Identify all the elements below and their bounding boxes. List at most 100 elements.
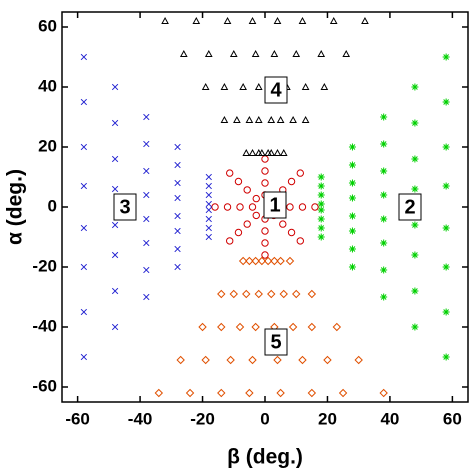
x-axis-title: β (deg.): [227, 446, 303, 469]
point: [348, 245, 356, 253]
point: [111, 155, 119, 163]
point: [307, 289, 317, 299]
point: [143, 191, 150, 199]
point: [317, 191, 325, 199]
point: [254, 115, 263, 123]
point: [263, 256, 273, 266]
point: [348, 227, 356, 235]
point: [276, 115, 285, 123]
point: [279, 289, 288, 299]
point: [411, 155, 419, 163]
point: [217, 388, 226, 398]
point: [226, 169, 234, 177]
point: [111, 83, 119, 91]
point: [261, 179, 269, 187]
point: [442, 182, 450, 190]
point: [320, 82, 329, 90]
annotation: 3: [119, 196, 130, 218]
point: [80, 53, 88, 61]
point: [270, 256, 279, 266]
point: [234, 228, 243, 237]
point: [217, 322, 226, 332]
point: [442, 53, 450, 61]
point: [317, 206, 325, 214]
point: [307, 322, 317, 332]
point: [317, 182, 325, 190]
point: [442, 98, 450, 106]
point: [205, 215, 212, 223]
point: [380, 239, 388, 247]
point: [261, 227, 269, 235]
point: [261, 239, 269, 247]
point: [248, 16, 257, 24]
point: [248, 148, 257, 156]
point: [332, 322, 342, 332]
point: [317, 200, 325, 208]
point: [296, 169, 304, 177]
point: [239, 82, 247, 90]
point: [348, 143, 356, 151]
point: [229, 49, 238, 57]
point: [111, 119, 119, 127]
point: [143, 113, 150, 121]
x-tick-label: 0: [260, 409, 269, 428]
point: [174, 161, 181, 169]
point: [289, 115, 297, 123]
point: [229, 289, 238, 299]
annotation: 2: [404, 196, 415, 218]
y-tick-label: -60: [32, 376, 57, 395]
annotation: 4: [270, 79, 282, 101]
point: [245, 115, 254, 123]
point: [236, 203, 244, 211]
x-tick-label: -20: [190, 409, 215, 428]
point: [379, 388, 388, 398]
point: [80, 224, 88, 232]
point: [243, 186, 251, 194]
point: [442, 263, 450, 271]
point: [248, 203, 257, 211]
point: [234, 177, 243, 186]
point: [226, 237, 234, 245]
point: [442, 143, 450, 151]
point: [235, 322, 245, 332]
point: [174, 245, 181, 253]
point: [317, 49, 326, 57]
point: [273, 16, 282, 24]
point: [276, 388, 285, 398]
point: [201, 355, 210, 365]
point: [174, 212, 181, 220]
point: [245, 256, 254, 266]
point: [198, 322, 207, 332]
point: [261, 251, 269, 259]
point: [267, 289, 276, 299]
y-tick-label: 20: [38, 136, 57, 155]
point: [380, 191, 388, 199]
point: [317, 215, 325, 223]
point: [205, 206, 212, 214]
point: [380, 167, 388, 175]
point: [257, 256, 267, 266]
point: [348, 179, 356, 187]
point: [245, 388, 254, 398]
point: [143, 167, 150, 175]
point: [380, 113, 388, 121]
point: [242, 148, 251, 156]
point: [298, 16, 307, 24]
point: [185, 388, 195, 398]
point: [380, 140, 388, 148]
point: [111, 251, 119, 259]
point: [296, 237, 304, 245]
annotation-box: [264, 328, 288, 356]
annotation-box: [113, 193, 137, 221]
point: [80, 98, 88, 106]
y-tick-label: 40: [38, 76, 57, 95]
point: [238, 256, 248, 266]
point: [348, 212, 356, 220]
point: [205, 173, 212, 181]
point: [342, 49, 351, 57]
point: [80, 182, 88, 190]
point: [411, 83, 419, 91]
point: [205, 224, 212, 232]
x-tick-label: 20: [318, 409, 337, 428]
